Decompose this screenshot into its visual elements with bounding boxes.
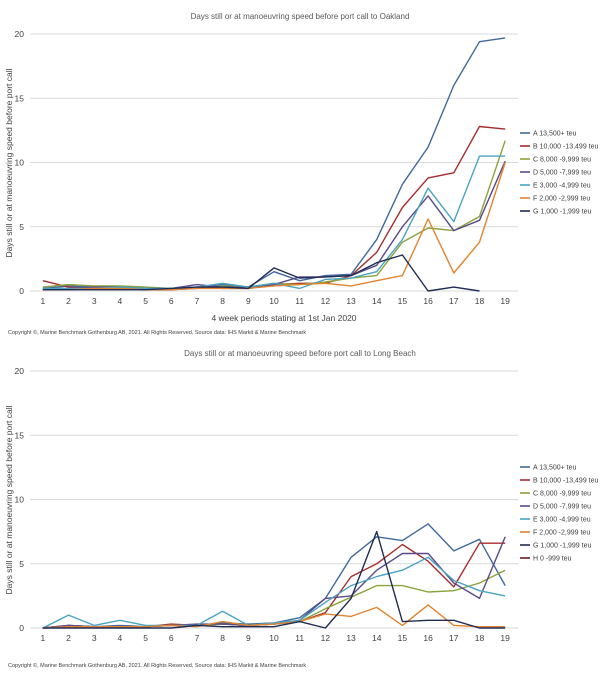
x-tick-label: 4 <box>118 633 123 643</box>
x-tick-label: 5 <box>143 296 148 306</box>
y-tick-label: 5 <box>19 222 24 232</box>
series-line <box>42 160 506 290</box>
x-tick-label: 10 <box>269 296 279 306</box>
y-tick-label: 5 <box>19 559 24 569</box>
y-tick-label: 15 <box>15 93 25 103</box>
x-tick-label: 19 <box>500 296 510 306</box>
y-tick-label: 10 <box>15 158 25 168</box>
legend-entry: H 0 -999 teu <box>533 556 572 563</box>
series-line <box>42 254 480 292</box>
x-axis-label: 4 week periods stating at 1st Jan 2020 <box>211 313 356 323</box>
gridlines <box>30 33 518 292</box>
chart-title: Days still or at manoeuvring speed befor… <box>191 12 410 21</box>
series-line <box>42 125 506 291</box>
legend-entry: B 10,000 -13,499 teu <box>533 478 598 485</box>
y-axis-label: Days still or at manoeuvring speed befor… <box>4 68 14 257</box>
x-tick-label: 7 <box>195 296 200 306</box>
x-tick-label: 15 <box>398 633 408 643</box>
x-tick-label: 2 <box>66 633 71 643</box>
legend-entry: A 13,500+ teu <box>533 131 577 138</box>
x-tick-label: 17 <box>449 633 459 643</box>
series-lines <box>42 37 506 292</box>
series-line <box>42 523 506 629</box>
x-tick-label: 8 <box>220 633 225 643</box>
x-tick-label: 1 <box>40 296 45 306</box>
y-tick-label: 15 <box>15 430 25 440</box>
x-tick-label: 9 <box>246 633 251 643</box>
x-tick-label: 2 <box>66 296 71 306</box>
legend-entry: C 8,000 -9,999 teu <box>533 491 591 498</box>
y-ticks: 0 5 10 15 20 <box>15 29 25 296</box>
copyright-notice: Copyright ©, Marine Benchmark Gothenburg… <box>8 329 306 336</box>
y-ticks: 0 5 10 15 20 <box>15 366 25 633</box>
x-tick-label: 16 <box>423 296 433 306</box>
legend-entry: F 2,000 -2,999 teu <box>533 196 590 203</box>
legend-entry: G 1,000 -1,999 teu <box>533 543 591 550</box>
y-tick-label: 20 <box>15 366 25 376</box>
x-tick-label: 14 <box>372 633 382 643</box>
x-tick-label: 3 <box>92 296 97 306</box>
gridlines <box>30 370 518 629</box>
series-line <box>42 604 506 629</box>
legend-entry: E 3,000 -4,999 teu <box>533 183 591 190</box>
x-tick-label: 5 <box>143 633 148 643</box>
legend: A 13,500+ teu B 10,000 -13,499 teu C 8,000… <box>520 465 598 563</box>
x-tick-label: 13 <box>346 633 356 643</box>
x-tick-label: 9 <box>246 296 251 306</box>
x-tick-label: 15 <box>398 296 408 306</box>
oakland-chart: Days still or at manoeuvring speed befor… <box>4 12 598 336</box>
x-tick-label: 10 <box>269 633 279 643</box>
series-line <box>42 542 506 629</box>
x-tick-label: 11 <box>295 296 304 306</box>
legend-entry: B 10,000 -13,499 teu <box>533 144 598 151</box>
x-tick-label: 3 <box>92 633 97 643</box>
series-line <box>42 536 506 629</box>
x-tick-label: 19 <box>500 633 510 643</box>
y-axis-label: Days still or at manoeuvring speed befor… <box>4 405 14 594</box>
x-tick-label: 12 <box>321 633 331 643</box>
x-tick-label: 18 <box>475 633 485 643</box>
y-tick-label: 0 <box>19 286 24 296</box>
legend-entry: D 5,000 -7,999 teu <box>533 170 591 177</box>
series-line <box>42 530 506 629</box>
y-tick-label: 20 <box>15 29 25 39</box>
series-line <box>42 155 506 290</box>
chart-title: Days still or at manoeuvring speed befor… <box>184 349 416 358</box>
legend-entry: C 8,000 -9,999 teu <box>533 157 591 164</box>
x-tick-label: 16 <box>423 633 433 643</box>
series-line <box>42 556 506 629</box>
x-tick-label: 8 <box>220 296 225 306</box>
x-tick-label: 13 <box>346 296 356 306</box>
legend-entry: A 13,500+ teu <box>533 465 577 472</box>
long-beach-chart: Days still or at manoeuvring speed befor… <box>4 313 598 669</box>
x-ticks: 1 2 3 4 5 6 7 8 9 10 11 12 13 14 15 16 17 18 19 <box>40 296 510 306</box>
x-tick-label: 7 <box>195 633 200 643</box>
x-tick-label: 18 <box>475 296 485 306</box>
legend-entry: E 3,000 -4,999 teu <box>533 517 591 524</box>
copyright-notice: Copyright ©, Marine Benchmark Gothenburg… <box>8 662 306 669</box>
legend-entry: F 2,000 -2,999 teu <box>533 530 590 537</box>
legend-entry: D 5,000 -7,999 teu <box>533 504 591 511</box>
x-tick-label: 1 <box>40 633 45 643</box>
series-line <box>42 37 506 291</box>
x-tick-label: 6 <box>169 633 174 643</box>
y-tick-label: 10 <box>15 495 25 505</box>
x-tick-label: 14 <box>372 296 382 306</box>
x-ticks: 1 2 3 4 5 6 7 8 9 10 11 12 13 14 15 16 17 18 19 <box>40 633 510 643</box>
legend: A 13,500+ teu B 10,000 -13,499 teu C 8,000… <box>520 131 598 216</box>
legend-entry: G 1,000 -1,999 teu <box>533 209 591 216</box>
y-tick-label: 0 <box>19 623 24 633</box>
series-line <box>42 569 506 629</box>
x-tick-label: 6 <box>169 296 174 306</box>
x-tick-label: 11 <box>295 633 304 643</box>
series-line <box>42 162 506 291</box>
x-tick-label: 12 <box>321 296 331 306</box>
x-tick-label: 4 <box>118 296 123 306</box>
series-lines <box>42 523 506 629</box>
x-tick-label: 17 <box>449 296 459 306</box>
